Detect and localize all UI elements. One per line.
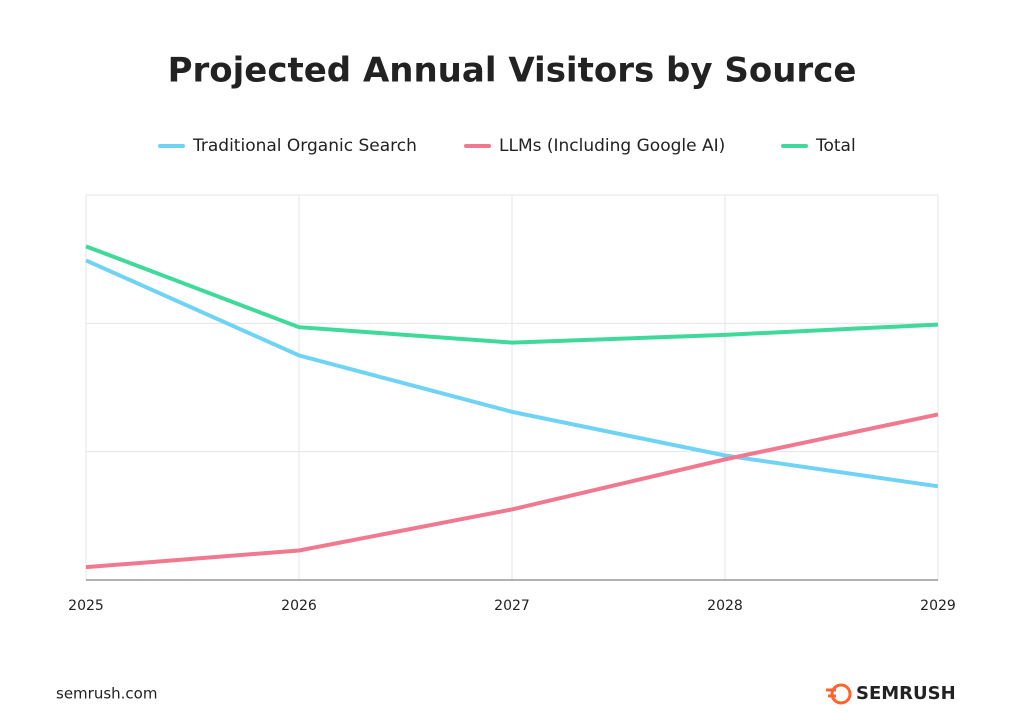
x-tick-label: 2029 bbox=[920, 598, 956, 614]
logo-icon bbox=[830, 683, 852, 705]
legend-label: Total bbox=[815, 136, 856, 156]
legend-label: Traditional Organic Search bbox=[192, 136, 417, 156]
chart-title: Projected Annual Visitors by Source bbox=[168, 51, 857, 91]
series-line bbox=[85, 412, 939, 570]
x-tick-label: 2028 bbox=[707, 598, 743, 614]
logo-icon-lines bbox=[826, 688, 836, 698]
x-tick-label: 2027 bbox=[494, 598, 530, 614]
x-tick-label: 2026 bbox=[281, 598, 317, 614]
series-line bbox=[85, 258, 939, 489]
series-line bbox=[85, 244, 939, 345]
x-tick-label: 2025 bbox=[68, 598, 104, 614]
brand-logo: SEMRUSH bbox=[826, 683, 956, 705]
brand-name: SEMRUSH bbox=[856, 683, 956, 704]
legend-label: LLMs (Including Google AI) bbox=[499, 136, 725, 156]
source-note: semrush.com bbox=[56, 685, 157, 703]
